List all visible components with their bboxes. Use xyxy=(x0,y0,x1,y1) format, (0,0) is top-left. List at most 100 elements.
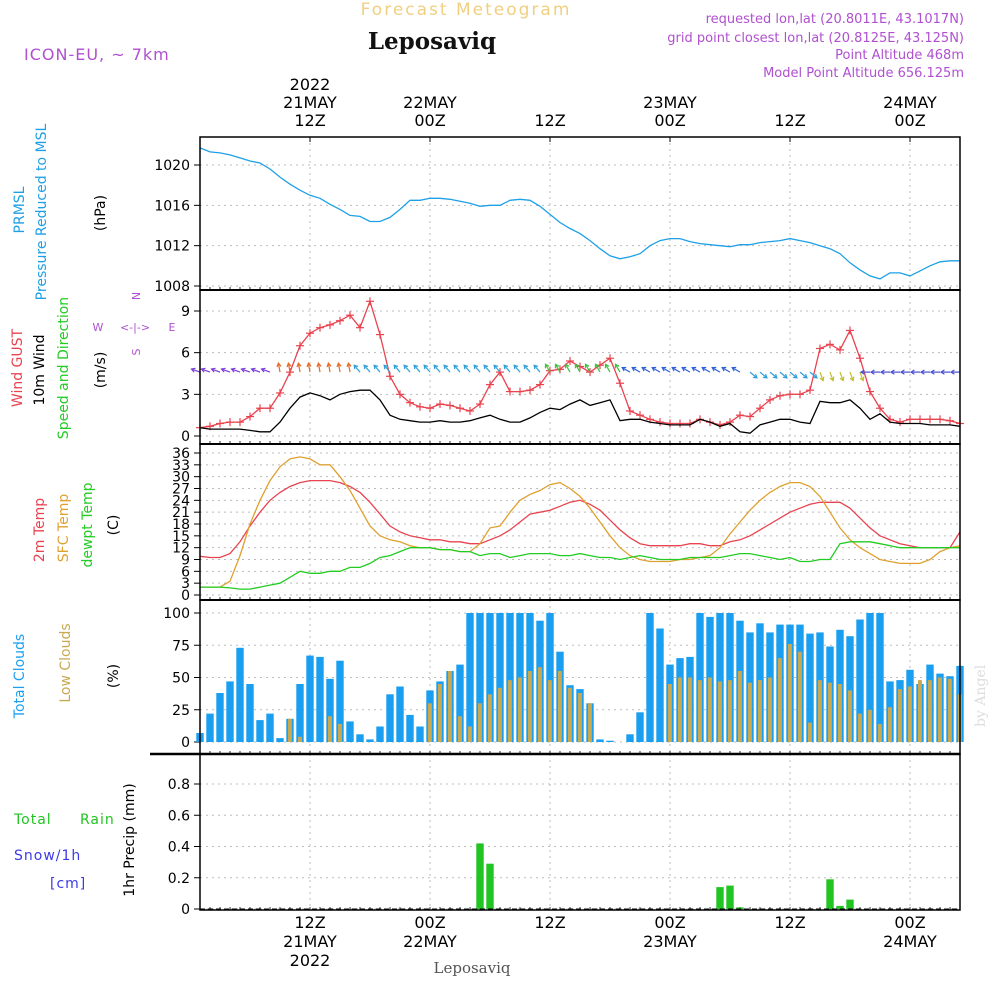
wind-arrow xyxy=(691,367,701,373)
wind-arrow xyxy=(651,367,661,373)
wind-arrow xyxy=(383,364,391,373)
grid-point-coords: grid point closest lon,lat (20.8125E, 43… xyxy=(667,31,964,46)
pressure-msl-label: Pressure Reduced to MSL xyxy=(34,123,50,300)
time-label-top: 2022 xyxy=(290,75,331,94)
wind-arrow xyxy=(191,368,201,373)
wind-arrow xyxy=(819,371,824,381)
total-cloud-bar xyxy=(246,684,254,742)
wind-arrow xyxy=(317,363,321,373)
wind-arrow xyxy=(221,368,231,373)
wind-arrow-head xyxy=(849,376,855,382)
low-cloud-bar xyxy=(708,677,712,742)
low-cloud-bar xyxy=(528,671,532,742)
time-label-bottom: 12Z xyxy=(534,913,565,932)
time-label-bottom: 24MAY xyxy=(883,932,937,951)
time-label-bottom: 00Z xyxy=(894,913,925,932)
total-cloud-bar xyxy=(376,726,384,742)
low-cloud-bar xyxy=(488,694,492,742)
total-cloud-bar xyxy=(656,628,664,742)
wind-arrow xyxy=(353,364,361,373)
wind-arrow xyxy=(241,368,251,373)
low-cloud-bar xyxy=(578,693,582,742)
wind-arrow xyxy=(327,363,331,373)
temp-labels: 2m Temp SFC Temp dewpt Temp (C) xyxy=(32,482,122,567)
low-cloud-bar xyxy=(948,678,952,742)
low-cloud-bar xyxy=(928,680,932,742)
precip-bar xyxy=(726,885,734,909)
wind-arrow-head xyxy=(260,367,266,373)
total-cloud-bar xyxy=(596,739,604,742)
pressure-labels: PRMSL Pressure Reduced to MSL (hPa) xyxy=(12,123,109,300)
low-cloud-bar xyxy=(548,680,552,742)
wind-arrow-head xyxy=(393,364,399,370)
wind-arrow xyxy=(337,363,341,373)
wind-arrow-head xyxy=(919,369,925,375)
y-tick-label: 100 xyxy=(163,606,190,622)
wind-arrow xyxy=(554,364,561,373)
wind-arrow-head xyxy=(889,369,895,375)
wind-arrow xyxy=(759,371,768,379)
panel-frame xyxy=(199,443,961,601)
wind-arrow xyxy=(393,364,401,373)
wind-arrow xyxy=(594,364,601,373)
low-cloud-bar xyxy=(518,677,522,742)
y-tick-label: 3 xyxy=(181,576,190,592)
y-tick-label: 0.8 xyxy=(168,777,190,793)
low-cloud-bar xyxy=(438,684,442,742)
total-cloud-bar xyxy=(626,734,634,742)
cloud-unit: (%) xyxy=(106,664,122,688)
total-cloud-bar xyxy=(476,613,484,742)
wind-arrow xyxy=(523,364,531,373)
low-cloud-bar xyxy=(758,680,762,742)
y-tick-label: 18 xyxy=(172,517,190,533)
precip-bar xyxy=(836,905,844,909)
wind-arrow xyxy=(769,371,778,379)
total-cloud-bar xyxy=(296,684,304,742)
low-cloud-bar xyxy=(568,687,572,742)
series-line-2m-temp xyxy=(199,479,961,559)
wind-arrow-head xyxy=(909,369,915,375)
wind-arrow-head xyxy=(651,366,657,372)
wind-arrow xyxy=(604,364,611,373)
wind-arrow xyxy=(533,364,541,373)
total-rain-label-2: Rain xyxy=(80,812,115,828)
total-cloud-bar xyxy=(456,664,464,742)
precip-unit: 1hr Precip (mm) xyxy=(122,783,138,896)
wind-arrow-head xyxy=(829,376,835,382)
wind-arrow xyxy=(453,364,461,373)
y-tick-label: 12 xyxy=(172,541,190,557)
series-line-10m-wind xyxy=(199,389,961,434)
total-cloud-bar xyxy=(716,613,724,742)
wind-arrow-head xyxy=(250,367,256,373)
low-cloud-bar xyxy=(818,680,822,742)
wind-arrow-head xyxy=(453,364,459,370)
wind-arrow xyxy=(749,371,758,379)
wind-arrow xyxy=(809,371,818,379)
dewpt-label: dewpt Temp xyxy=(80,482,96,567)
snow-label: Snow/1h xyxy=(14,848,81,864)
low-cloud-bar xyxy=(728,680,732,742)
total-cloud-bar xyxy=(356,734,364,742)
wind-arrow-head xyxy=(423,364,429,370)
total-cloud-bar xyxy=(506,613,514,742)
total-cloud-bar xyxy=(336,660,344,742)
y-tick-label: 21 xyxy=(172,505,190,521)
low-cloud-bar xyxy=(808,722,812,742)
wind-arrow-head xyxy=(346,362,352,368)
wind-arrow-head xyxy=(762,373,768,379)
total-cloud-bar xyxy=(876,613,884,742)
y-tick-label: 50 xyxy=(172,671,190,687)
wind-labels: Wind GUST 10m Wind Speed and Direction (… xyxy=(10,297,109,439)
time-label-bottom: 12Z xyxy=(774,913,805,932)
y-tick-label: 0.6 xyxy=(168,808,190,824)
time-label-top: 12Z xyxy=(534,111,565,130)
total-cloud-bar xyxy=(636,712,644,742)
time-label-top: 23MAY xyxy=(643,93,697,112)
precip-bar xyxy=(736,907,744,909)
wind-arrow-head xyxy=(731,366,737,372)
low-cloud-bar xyxy=(938,677,942,742)
wind-arrow xyxy=(661,367,671,373)
y-tick-label: 0.2 xyxy=(168,871,190,887)
wind-arrow-head xyxy=(701,366,707,372)
